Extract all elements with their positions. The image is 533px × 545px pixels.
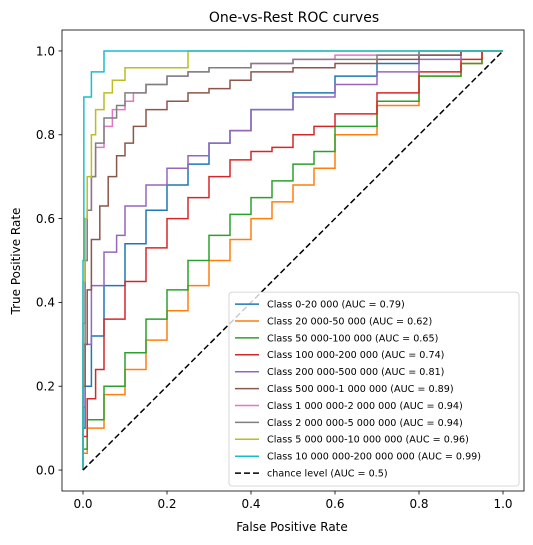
y-tick-label: 0.4 [36, 296, 55, 310]
legend-entry: Class 100 000-200 000 (AUC = 0.74) [267, 350, 444, 361]
legend-entry: Class 0-20 000 (AUC = 0.79) [267, 300, 405, 311]
x-tick-label: 0.4 [241, 497, 260, 511]
y-tick-label: 0.6 [36, 212, 55, 226]
legend-entry: Class 5 000 000-10 000 000 (AUC = 0.96) [267, 435, 469, 446]
y-tick-label: 0.0 [36, 463, 55, 477]
x-tick-label: 0.0 [73, 497, 92, 511]
x-tick-label: 0.6 [325, 497, 344, 511]
y-axis-label: True Positive Rate [9, 208, 23, 316]
plot-frame [61, 29, 525, 492]
y-tick-label: 1.0 [36, 44, 55, 58]
x-axis-label: False Positive Rate [236, 520, 348, 534]
series-line-3 [82, 50, 503, 471]
legend-entry: chance level (AUC = 0.5) [267, 469, 388, 480]
legend-entry: Class 1 000 000-2 000 000 (AUC = 0.94) [267, 401, 463, 412]
legend-entry: Class 20 000-50 000 (AUC = 0.62) [267, 316, 432, 327]
x-tick-label: 0.2 [157, 497, 176, 511]
legend-entry: Class 500 000-1 000 000 (AUC = 0.89) [267, 384, 454, 395]
series-line-9 [82, 50, 503, 471]
legend-entry: Class 50 000-100 000 (AUC = 0.65) [267, 333, 438, 344]
legend: Class 0-20 000 (AUC = 0.79) Class 20 000-… [228, 291, 520, 487]
series-line-4 [82, 50, 503, 471]
x-tick-label: 0.8 [409, 497, 428, 511]
legend-entry: Class 200 000-500 000 (AUC = 0.81) [267, 367, 444, 378]
series-line-7 [82, 50, 503, 471]
legend-entry: Class 2 000 000-5 000 000 (AUC = 0.94) [267, 418, 463, 429]
x-tick-label: 1.0 [493, 497, 512, 511]
y-tick-label: 0.2 [36, 380, 55, 394]
legend-entry: Class 10 000 000-200 000 000 (AUC = 0.99… [267, 452, 481, 463]
series-line-5 [82, 50, 503, 471]
y-tick-label: 0.8 [36, 128, 55, 142]
series-line-1 [82, 50, 503, 471]
series-line-2 [82, 50, 503, 471]
chart-title: One-vs-Rest ROC curves [209, 10, 379, 26]
legend-box [228, 291, 520, 487]
